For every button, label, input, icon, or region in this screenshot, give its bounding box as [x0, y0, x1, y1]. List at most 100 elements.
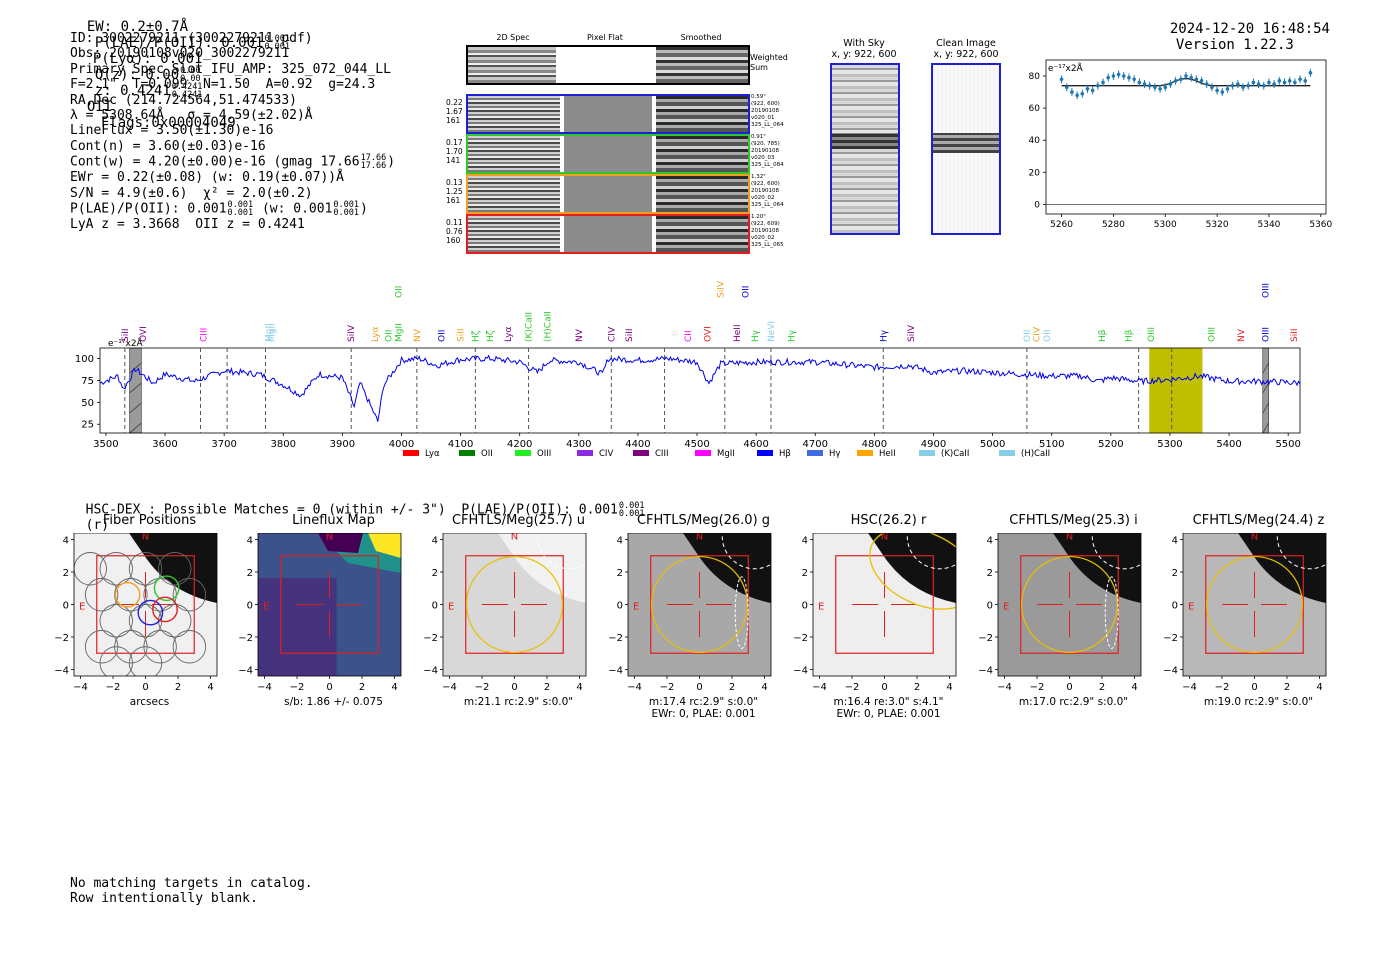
header-version: Version 1.22.3 — [1175, 37, 1294, 53]
panel-ytick-label: −2 — [608, 633, 623, 644]
spectrum-line-label-group: MgII — [267, 323, 277, 342]
header-z-line: OII — [86, 99, 113, 115]
north-label: N — [511, 533, 518, 543]
panel-xtick-label: 0 — [142, 682, 148, 693]
north-label: N — [1251, 533, 1258, 543]
east-label: E — [448, 601, 454, 612]
spectrum-hatch — [1262, 362, 1269, 374]
image-panel: Lineflux Map — [232, 513, 415, 726]
north-label: N — [881, 533, 888, 543]
spectrum-line-label-group: OIII — [1147, 327, 1157, 342]
fit-point — [1293, 80, 1297, 85]
fit-point — [1204, 82, 1209, 86]
spectrum-xtick-label: 4800 — [862, 439, 887, 450]
panel-ytick-label: −2 — [1163, 633, 1178, 644]
panel-ytick-label: 0 — [617, 601, 623, 612]
image-panel-title: CFHTLS/Meg(26.0) g — [636, 513, 771, 528]
legend-label: Lyα — [425, 449, 440, 459]
spectrum-line-label-group: OVI — [704, 326, 714, 342]
spectrum-line-label-group: Hγ — [788, 329, 798, 342]
spec-row-smoothed — [656, 216, 748, 252]
fit-point — [1121, 74, 1126, 78]
fiber-circle — [158, 552, 192, 586]
panel-ytick-label: 0 — [802, 601, 808, 612]
fit-point — [1070, 90, 1074, 94]
fit-point — [1199, 79, 1204, 83]
panel-xtick-label: 0 — [696, 682, 702, 693]
fit-point — [1163, 85, 1168, 90]
spec-row-notes: 0.91" (920, 785) 20190108 v020_03 325_LL_084 — [751, 134, 784, 168]
spectrum-line-label-group: Hβ — [1125, 329, 1135, 342]
spec-row-flat — [564, 96, 652, 132]
spectrum-xtick-label: 3900 — [330, 439, 355, 450]
panel-xtick-label: −4 — [812, 682, 827, 693]
north-label: N — [142, 533, 149, 543]
spec-row-smoothed — [656, 176, 748, 212]
panel-ytick-label: 2 — [63, 568, 69, 579]
image-panel-plot: N E 4 2 0 −2 −4 −4 −2 0 2 4 — [423, 533, 587, 693]
spectrum-line-label: OII — [384, 330, 394, 342]
cutout-bright-source — [868, 533, 956, 603]
panel-xtick-label: 4 — [761, 682, 767, 693]
fit-point — [1256, 82, 1261, 86]
panel-xtick-label: 4 — [207, 682, 213, 693]
spectrum-line-label: SiIV — [347, 324, 357, 342]
spectrum-line-label-group: (H)CaII — [543, 311, 553, 342]
spectrum-line-label-group: SiII — [121, 328, 131, 342]
fit-point — [1287, 79, 1292, 83]
east-label: E — [818, 601, 824, 612]
spectrum-line-label: Hβ — [1125, 329, 1135, 342]
panel-ytick-label: 4 — [987, 536, 993, 547]
spectrum-line-label: CIV — [1032, 326, 1042, 342]
spectrum-line-label: Hζ — [471, 330, 481, 342]
panel-ytick-label: −4 — [238, 666, 253, 677]
east-label: E — [1188, 601, 1194, 612]
fiber-highlight — [153, 575, 180, 602]
spectrum-ytick-label: 100 — [75, 354, 94, 365]
fit-ytick-label: 0 — [1034, 200, 1040, 210]
spectrum-xtick-label: 4500 — [684, 439, 709, 450]
image-panel: Fiber Positions — [48, 513, 231, 726]
spectrum-line-label: OVI — [139, 326, 149, 342]
fit-point — [1194, 77, 1199, 82]
fit-point — [1261, 83, 1266, 88]
fit-xtick-label: 5320 — [1206, 220, 1229, 230]
spec-row-smoothed — [656, 96, 748, 132]
image-panel-caption: arcsecs — [129, 696, 170, 708]
fit-point — [1064, 85, 1069, 90]
spectrum-line-label-group: OIII — [1262, 327, 1272, 342]
aperture-box — [1205, 555, 1304, 654]
fit-point — [1147, 83, 1152, 88]
aperture-ellipse — [869, 533, 956, 610]
panel-xtick-label: −2 — [1030, 682, 1045, 693]
with-sky-image — [830, 63, 900, 235]
panel-ytick-label: 2 — [432, 568, 438, 579]
panel-ytick-label: −2 — [54, 633, 69, 644]
spectrum-line-label-group: SiIV — [347, 324, 357, 342]
fit-xtick-label: 5280 — [1102, 220, 1125, 230]
spectrum-xtick-label: 3500 — [93, 439, 118, 450]
spectrum-line-label-group: Lyα — [371, 326, 381, 342]
spectrum-line-label: MgII — [395, 323, 405, 342]
spectrum-line-label-group: (K)CaII — [525, 312, 535, 342]
panel-xtick-label: 0 — [511, 682, 517, 693]
spectrum-line-label: SiII — [1290, 328, 1300, 342]
header-qz: Q(z): 0.00 — [94, 67, 180, 83]
weighted-flat — [558, 47, 654, 83]
spectrum-line-label: OIII — [1147, 327, 1157, 342]
fiber-circle — [84, 578, 119, 612]
with-sky-title: With Sky — [843, 38, 885, 49]
fit-point — [1116, 72, 1121, 77]
spectrum-series-line — [99, 354, 1301, 422]
spectrum-line-label-group: OII — [384, 330, 394, 342]
fit-point — [1132, 77, 1136, 82]
panel-xtick-label: 4 — [391, 682, 397, 693]
hsc-title: HSC-DEX : Possible Matches = 0 (within +… — [85, 502, 618, 518]
spec2d-col-title: Pixel Flat — [587, 33, 623, 42]
panel-xtick-label: −2 — [845, 682, 860, 693]
fiber-highlight — [114, 581, 141, 608]
spectrum-hatch — [1262, 402, 1269, 414]
weighted-smoothed — [656, 47, 748, 83]
aperture-box — [280, 555, 379, 654]
spectrum-line-label: OII — [742, 286, 752, 298]
